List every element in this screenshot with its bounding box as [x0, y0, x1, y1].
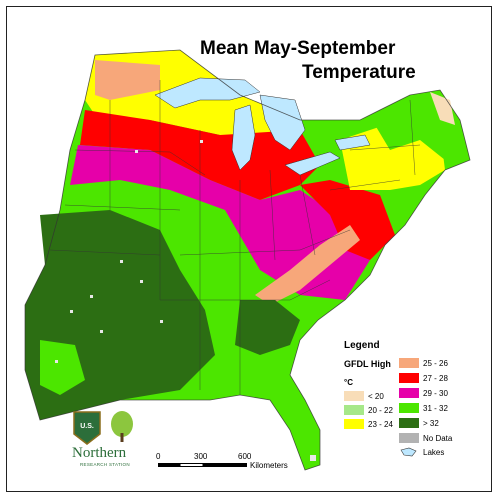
legend-item: 25 - 26: [399, 358, 448, 368]
legend-swatch: [344, 419, 364, 429]
scale-tick-label: 600: [238, 452, 252, 461]
legend-label: 25 - 26: [423, 358, 448, 368]
usda-forest-service-logo: U.S.: [73, 411, 133, 445]
region-salmon-north: [95, 60, 160, 100]
scale-graphic: [158, 463, 247, 467]
scale-unit: Kilometers: [250, 461, 288, 470]
map-title-line2: Temperature: [302, 62, 416, 83]
legend-swatch: [399, 388, 419, 398]
legend-swatch: [399, 418, 419, 428]
logo-name: Northern: [72, 445, 127, 461]
legend-item: < 20: [344, 391, 384, 401]
region-magenta-band: [70, 145, 370, 300]
legend-title: Legend: [344, 340, 380, 351]
legend-label: < 20: [368, 391, 384, 401]
legend-swatch: [344, 405, 364, 415]
legend-item: 31 - 32: [399, 403, 448, 413]
legend-label: 20 - 22: [368, 405, 393, 415]
lakes-group: [154, 77, 371, 176]
lakes-icon: [400, 447, 417, 457]
region-green-texas-coast: [40, 340, 85, 395]
legend-item: 20 - 22: [344, 405, 393, 415]
legend-swatch: [399, 433, 419, 443]
legend-item: 29 - 30: [399, 388, 448, 398]
legend-label: 31 - 32: [423, 403, 448, 413]
legend-label: 27 - 28: [423, 373, 448, 383]
lake-huron: [259, 94, 306, 151]
legend-swatch: [344, 391, 364, 401]
lake-michigan: [231, 104, 256, 171]
region-darkgreen-southeast: [235, 300, 300, 355]
legend-swatch: [399, 373, 419, 383]
legend-label: 29 - 30: [423, 388, 448, 398]
state-borders: [24, 49, 471, 471]
legend-item: No Data: [399, 433, 452, 443]
scale-tick-label: 300: [194, 452, 208, 461]
legend-item: 23 - 24: [344, 419, 393, 429]
region-beige-maine: [430, 92, 455, 125]
lake-erie: [284, 151, 341, 176]
legend: Legend GFDL High °C < 20 20 - 22 23 - 24…: [344, 340, 494, 460]
legend-swatch: [399, 358, 419, 368]
legend-unit: °C: [344, 378, 353, 387]
region-salmon-appalachian: [255, 225, 360, 305]
no-data-cells: [55, 140, 316, 461]
legend-lakes-label: Lakes: [423, 447, 445, 457]
map-title-line1: Mean May-September: [200, 38, 396, 59]
logo-badge-text: U.S.: [80, 423, 94, 430]
legend-item: > 32: [399, 418, 439, 428]
scale-bar: 0 300 600 Kilometers: [154, 452, 354, 474]
legend-item: 27 - 28: [399, 373, 448, 383]
region-green-florida: [270, 375, 320, 470]
legend-item-lakes: Lakes: [399, 447, 444, 457]
legend-model: GFDL High: [344, 359, 391, 369]
legend-swatch: [399, 403, 419, 413]
legend-label: 23 - 24: [368, 419, 393, 429]
lake-ontario: [334, 134, 371, 151]
legend-label: No Data: [423, 433, 453, 443]
lake-superior: [154, 77, 261, 109]
scale-tick-label: 0: [156, 452, 161, 461]
region-red-east: [300, 180, 395, 260]
logo-subtitle: RESEARCH STATION: [80, 462, 130, 467]
legend-label: > 32: [423, 418, 439, 428]
